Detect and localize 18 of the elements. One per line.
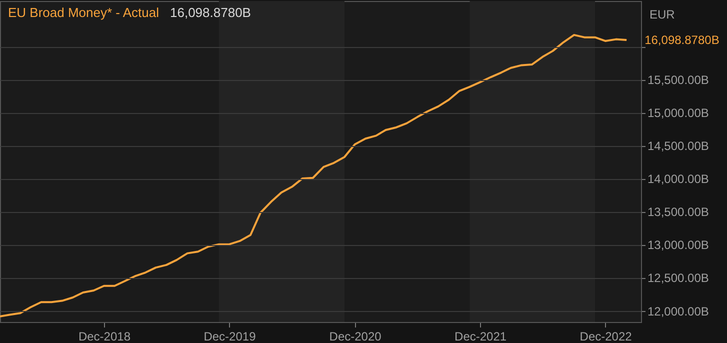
annotation: 16,098.8780B xyxy=(644,33,720,48)
x-tick-label: Dec-2018 xyxy=(78,330,131,343)
chart-title: EU Broad Money* - Actual xyxy=(8,5,160,20)
x-tick-label: Dec-2019 xyxy=(204,330,256,343)
x-tick-label: Dec-2022 xyxy=(580,330,632,343)
y-tick-label: 12,000.00B xyxy=(648,304,709,318)
y-tick-label: 13,500.00B xyxy=(648,205,709,220)
annotation: 16,098.8780B xyxy=(170,5,251,20)
y-tick-label: 14,000.00B xyxy=(648,172,709,186)
x-tick-label: Dec-2020 xyxy=(329,330,382,343)
y-axis-title: EUR xyxy=(650,8,676,22)
line-series xyxy=(0,34,628,318)
y-tick-label: 15,000.00B xyxy=(648,106,709,120)
y-tick-label: 14,500.00B xyxy=(648,139,709,154)
y-tick-label: 15,500.00B xyxy=(648,73,709,88)
y-tick-label: 13,000.00B xyxy=(648,238,709,252)
y-tick-label: 12,500.00B xyxy=(648,271,709,286)
x-tick-label: Dec-2021 xyxy=(454,330,507,343)
